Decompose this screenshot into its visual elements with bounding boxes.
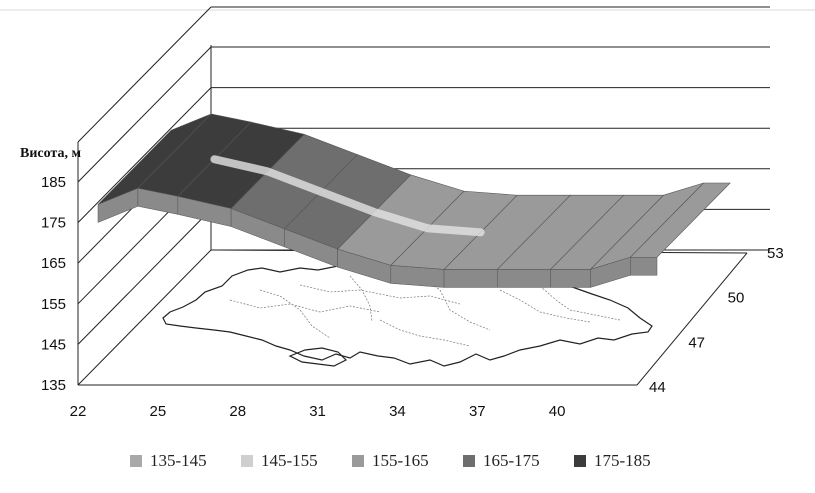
legend-swatch bbox=[241, 455, 253, 467]
map-peninsula bbox=[288, 347, 348, 367]
gridline-side bbox=[77, 209, 212, 345]
legend-swatch bbox=[463, 455, 475, 467]
map-river bbox=[379, 319, 471, 347]
depth-tick-label: 47 bbox=[688, 334, 705, 351]
x-tick-label: 37 bbox=[469, 403, 486, 420]
map-river bbox=[299, 284, 461, 305]
surface-highlight bbox=[210, 155, 485, 237]
map-border bbox=[162, 261, 653, 367]
legend-swatch bbox=[352, 455, 364, 467]
z-tick-label: 175 bbox=[41, 215, 66, 232]
depth-axis-line bbox=[636, 252, 748, 386]
z-axis-ticks: 135 145 155 165 175 185 bbox=[41, 174, 66, 394]
z-axis-title: Висота, м bbox=[20, 146, 81, 161]
x-axis-ticks: 22 25 28 31 34 37 40 bbox=[70, 403, 566, 420]
ukraine-map-outline bbox=[162, 261, 653, 367]
z-tick-label: 155 bbox=[41, 296, 66, 313]
surface-skirt bbox=[550, 269, 591, 288]
map-river bbox=[229, 299, 381, 313]
surface-skirt bbox=[390, 265, 445, 288]
map-river bbox=[349, 275, 373, 323]
z-tick-label: 185 bbox=[41, 174, 66, 191]
x-tick-label: 22 bbox=[70, 403, 87, 420]
gridline-side bbox=[77, 249, 212, 386]
x-tick-label: 34 bbox=[389, 403, 406, 420]
surface-skirt bbox=[630, 257, 658, 276]
x-tick-label: 28 bbox=[229, 403, 246, 420]
gridline-side bbox=[77, 87, 212, 223]
legend-swatch bbox=[574, 455, 586, 467]
z-tick-label: 135 bbox=[41, 377, 66, 394]
surface-skirt bbox=[497, 269, 551, 288]
map-river bbox=[259, 289, 331, 339]
x-tick-label: 31 bbox=[309, 403, 326, 420]
depth-axis-ticks: 44 47 50 53 bbox=[649, 245, 784, 396]
legend-label: 155-165 bbox=[372, 451, 429, 470]
x-tick-label: 40 bbox=[549, 403, 566, 420]
depth-tick-label: 53 bbox=[767, 245, 784, 262]
z-tick-label: 165 bbox=[41, 255, 66, 272]
map-river bbox=[539, 285, 621, 321]
legend-label: 165-175 bbox=[483, 451, 540, 470]
gridline-side bbox=[77, 6, 212, 143]
legend-label: 145-155 bbox=[261, 451, 318, 470]
legend-swatch bbox=[130, 455, 142, 467]
map-river bbox=[419, 275, 491, 331]
legend: 135-145 145-155 155-165 165-175 175-185 bbox=[130, 451, 651, 470]
legend-label: 175-185 bbox=[594, 451, 651, 470]
depth-tick-label: 50 bbox=[728, 290, 745, 307]
z-tick-label: 145 bbox=[41, 336, 66, 353]
legend-label: 135-145 bbox=[150, 451, 207, 470]
elevation-surface bbox=[97, 113, 731, 288]
surface-skirt bbox=[443, 269, 498, 288]
gridline-side bbox=[77, 46, 212, 183]
map-river bbox=[499, 289, 591, 323]
x-tick-label: 25 bbox=[150, 403, 167, 420]
depth-tick-label: 44 bbox=[649, 379, 666, 396]
